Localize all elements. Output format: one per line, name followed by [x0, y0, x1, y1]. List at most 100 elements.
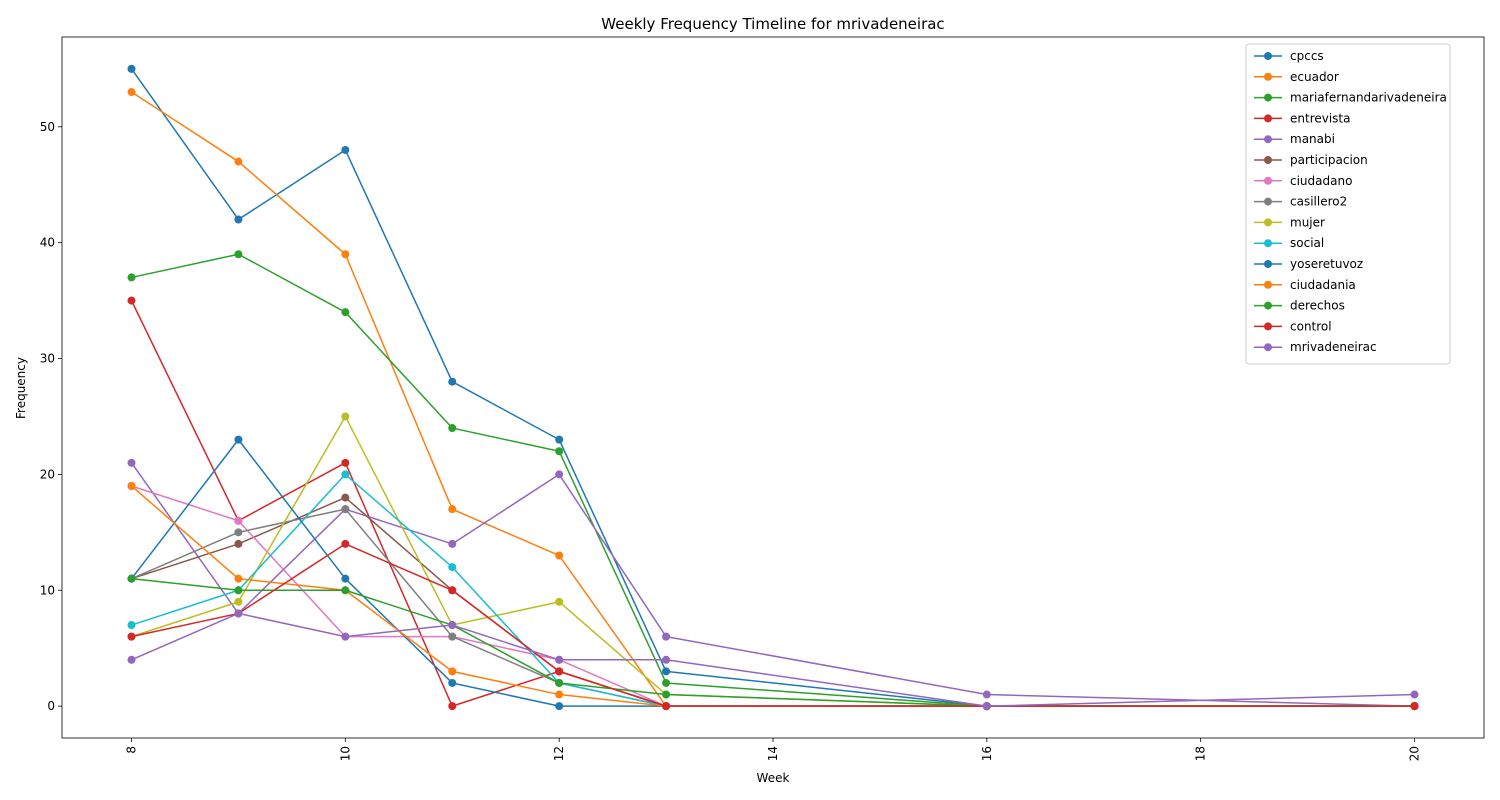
series-ecuador [127, 88, 1419, 711]
data-point-control-13 [662, 702, 671, 711]
data-point-control-10 [341, 539, 350, 548]
data-point-mrivadeneirac-12 [555, 655, 564, 664]
legend-swatch-marker [1264, 343, 1272, 352]
series-mrivadeneirac [127, 609, 1419, 711]
series-line-mariafernandarivadeneira [131, 253, 1415, 707]
legend-swatch-marker [1264, 260, 1272, 268]
data-point-mrivadeneirac-20 [1410, 690, 1419, 699]
series-line-cpccs [130, 68, 1415, 707]
x-tick-label: 10 [338, 746, 352, 761]
legend-swatch-marker [1264, 197, 1272, 206]
y-tick-label: 50 [40, 120, 55, 134]
legend-swatch-marker [1264, 176, 1272, 185]
data-point-ciudadania-9 [234, 574, 243, 583]
data-point-mariafernandarivadeneira-13 [662, 678, 671, 687]
legend-swatch-marker [1264, 218, 1272, 227]
series-manabi [127, 458, 1419, 711]
legend-item-yoseretuvoz: yoseretuvoz [1254, 257, 1363, 271]
legend-label: participacion [1290, 153, 1368, 167]
series-participacion [127, 493, 1419, 711]
data-point-control-11 [448, 586, 457, 595]
legend-item-social: social [1254, 236, 1324, 250]
series-line-mujer [131, 415, 1415, 707]
legend-item-cpccs: cpccs [1254, 49, 1324, 63]
data-point-mariafernandarivadeneira-12 [555, 447, 564, 456]
series-derechos [127, 574, 1419, 711]
series-line-derechos [131, 577, 1415, 707]
legend-swatch-marker [1264, 280, 1272, 289]
y-tick-label: 30 [40, 352, 55, 366]
data-point-mrivadeneirac-16 [982, 702, 991, 711]
legend-label: mujer [1290, 215, 1325, 229]
series-entrevista [127, 296, 1419, 711]
legend-swatch-marker [1264, 322, 1272, 331]
series-cpccs [127, 64, 1419, 711]
legend-item-entrevista: entrevista [1254, 111, 1351, 125]
data-point-derechos-8 [127, 574, 136, 583]
data-point-cpccs-13 [662, 667, 671, 676]
legend-item-ciudadania: ciudadania [1254, 278, 1356, 292]
series-casillero2 [127, 505, 1419, 711]
data-point-participacion-9 [234, 539, 243, 548]
data-point-mrivadeneirac-8 [127, 655, 136, 664]
y-tick-label: 0 [47, 699, 55, 713]
x-axis-ticks: 8 10 12 14 16 18 20 [124, 738, 1422, 761]
legend-item-participacion: participacion [1254, 153, 1368, 167]
series-mariafernandarivadeneira [127, 250, 1419, 711]
data-point-yoseretuvoz-9 [234, 435, 243, 444]
data-point-mujer-12 [555, 597, 564, 606]
data-point-manabi-11 [448, 539, 457, 548]
data-point-social-11 [448, 563, 457, 572]
legend-item-mariafernandarivadeneira: mariafernandarivadeneira [1254, 91, 1447, 105]
series-line-entrevista [130, 300, 1415, 707]
data-point-entrevista-8 [127, 296, 136, 305]
series-line-ciudadania [131, 485, 1415, 707]
series-yoseretuvoz [127, 435, 1419, 711]
series-layer [127, 64, 1419, 711]
x-tick-label: 16 [980, 746, 994, 761]
x-tick-label: 8 [124, 746, 138, 754]
data-point-derechos-9 [234, 586, 243, 595]
legend-label: ciudadano [1290, 174, 1352, 188]
series-line-ciudadano [131, 485, 1415, 707]
data-point-derechos-10 [341, 586, 350, 595]
legend-item-manabi: manabi [1254, 132, 1335, 146]
legend-swatch-marker [1264, 135, 1272, 144]
legend-swatch-marker [1264, 156, 1272, 164]
series-line-casillero2 [131, 508, 1415, 707]
series-line-mrivadeneirac [131, 612, 1415, 707]
data-point-cpccs-11 [448, 377, 457, 386]
legend-label: yoseretuvoz [1290, 257, 1363, 271]
data-point-casillero2-9 [234, 528, 243, 537]
data-point-ciudadania-12 [555, 690, 564, 699]
data-point-manabi-13 [662, 632, 671, 641]
legend-label: casillero2 [1290, 195, 1347, 209]
legend-label: manabi [1290, 132, 1335, 146]
legend-label: entrevista [1290, 111, 1351, 125]
legend-label: control [1290, 319, 1332, 333]
y-tick-label: 20 [40, 467, 55, 481]
data-point-mrivadeneirac-11 [448, 621, 457, 630]
data-point-mariafernandarivadeneira-11 [448, 424, 457, 433]
x-axis-label: Week [757, 771, 790, 785]
data-point-ciudadania-11 [448, 667, 457, 676]
data-point-mujer-9 [234, 597, 243, 606]
data-point-yoseretuvoz-12 [555, 702, 564, 711]
data-point-control-8 [127, 632, 136, 641]
series-mujer [127, 412, 1419, 711]
y-axis-ticks: 0 10 20 30 40 50 [40, 120, 62, 713]
legend-label: ecuador [1290, 70, 1339, 84]
chart-title: Weekly Frequency Timeline for mrivadenei… [601, 15, 944, 33]
data-point-manabi-12 [555, 470, 564, 479]
data-point-derechos-13 [662, 690, 671, 699]
data-point-ciudadano-9 [234, 516, 243, 525]
data-point-mariafernandarivadeneira-10 [341, 308, 350, 317]
legend-swatch-marker [1264, 114, 1272, 123]
data-point-cpccs-8 [127, 64, 136, 73]
data-point-ecuador-10 [341, 250, 350, 259]
data-point-manabi-16 [982, 690, 991, 699]
data-point-control-20 [1410, 702, 1419, 711]
x-tick-label: 12 [552, 746, 566, 761]
data-point-cpccs-10 [341, 145, 350, 154]
